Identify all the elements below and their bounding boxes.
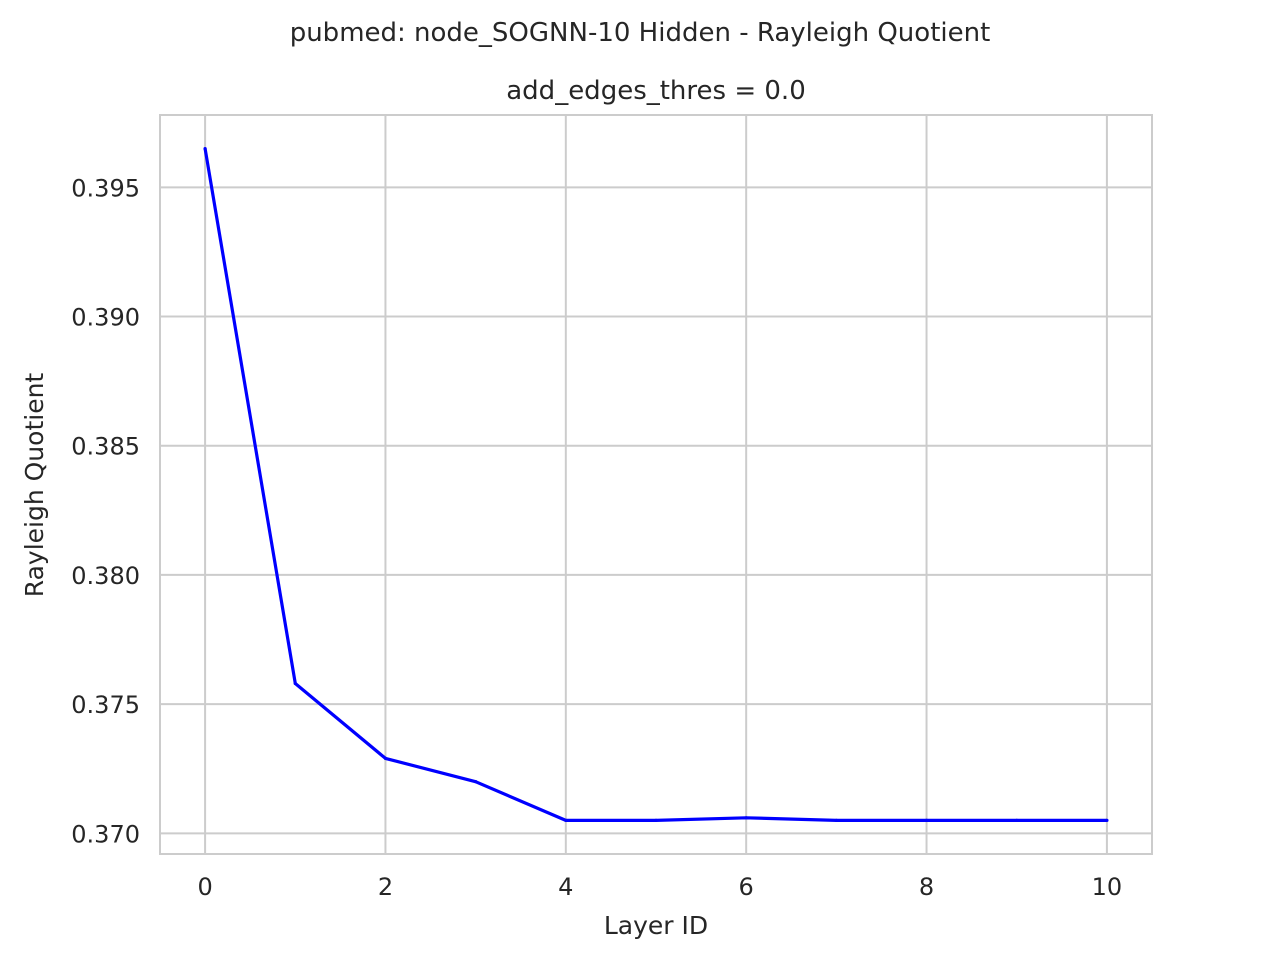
x-tick-label: 2 <box>378 873 393 901</box>
data-point <box>1015 818 1019 823</box>
x-tick-label: 0 <box>197 873 212 901</box>
data-point <box>654 818 658 823</box>
data-point <box>924 818 929 823</box>
x-tick-label: 8 <box>919 873 934 901</box>
data-point <box>744 816 748 820</box>
series-line <box>203 148 1107 823</box>
y-tick-label: 0.380 <box>71 562 140 590</box>
y-tick-label: 0.395 <box>71 174 140 202</box>
data-point <box>564 818 568 823</box>
x-tick-label: 6 <box>739 873 754 901</box>
y-tick-label: 0.390 <box>71 304 140 332</box>
y-tick-labels: 0.370 0.375 0.380 0.385 0.390 0.395 <box>71 174 140 848</box>
y-tick-label: 0.375 <box>71 691 140 719</box>
data-point <box>383 756 388 760</box>
chart-suptitle: pubmed: node_SOGNN-10 Hidden - Rayleigh … <box>290 18 991 48</box>
series-layer <box>203 146 1109 823</box>
grid <box>160 115 1152 854</box>
data-point <box>293 681 297 686</box>
x-axis-label: Layer ID <box>604 911 708 940</box>
data-point <box>203 146 207 151</box>
x-tick-label: 10 <box>1092 873 1123 901</box>
y-tick-label: 0.385 <box>71 433 140 461</box>
plot-frame <box>159 114 1153 855</box>
x-tick-label: 4 <box>558 873 573 901</box>
y-tick-label: 0.370 <box>71 820 140 848</box>
chart-title: add_edges_thres = 0.0 <box>506 76 805 106</box>
data-point <box>834 818 838 823</box>
data-point <box>474 780 478 784</box>
x-tick-labels: 0 2 4 6 8 10 <box>197 873 1122 901</box>
data-point <box>1105 818 1109 823</box>
y-axis-label: Rayleigh Quotient <box>20 373 49 598</box>
